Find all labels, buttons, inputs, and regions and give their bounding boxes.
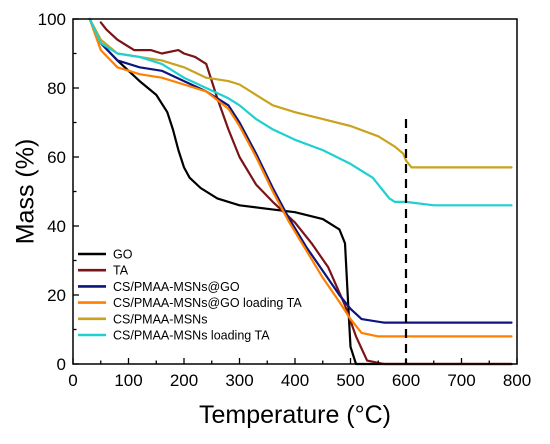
y-axis-title: Mass (%) [12,139,40,245]
legend-label-4: CS/PMAA-MSNs [113,312,207,326]
x-tick-label: 0 [68,371,77,390]
x-tick-label: 600 [392,371,420,390]
legend-label-1: TA [113,264,129,278]
series-line-3 [88,17,513,338]
legend-label-5: CS/PMAA-MSNs loading TA [113,329,270,343]
tick-labels-layer: 0 100 200 300 400 500 600 700 800 0 20 40 60 80 100 [38,10,532,390]
y-tick-label: 0 [57,355,66,374]
series-line-1 [99,21,513,366]
legend-label-0: GO [113,248,133,262]
y-tick-label: 40 [47,217,66,236]
x-tick-label: 700 [447,371,475,390]
y-tick-label: 100 [38,10,66,29]
x-tick-label: 800 [503,371,531,390]
y-tick-label: 60 [47,148,66,167]
series-line-2 [88,17,513,324]
legend: GO TA CS/PMAA-MSNs@GO CS/PMAA-MSNs@GO loadi… [78,248,302,343]
x-tick-label: 100 [114,371,142,390]
series-line-4 [88,17,513,169]
x-tick-label: 300 [225,371,253,390]
legend-label-2: CS/PMAA-MSNs@GO [113,280,240,294]
y-tick-label: 80 [47,79,66,98]
ticks-layer [72,18,518,365]
series-line-5 [88,17,513,207]
x-tick-label: 200 [170,371,198,390]
x-tick-label: 400 [281,371,309,390]
x-tick-label: 500 [336,371,364,390]
x-axis-title: Temperature (°C) [199,401,391,429]
y-tick-label: 20 [47,286,66,305]
legend-label-3: CS/PMAA-MSNs@GO loading TA [113,296,302,310]
